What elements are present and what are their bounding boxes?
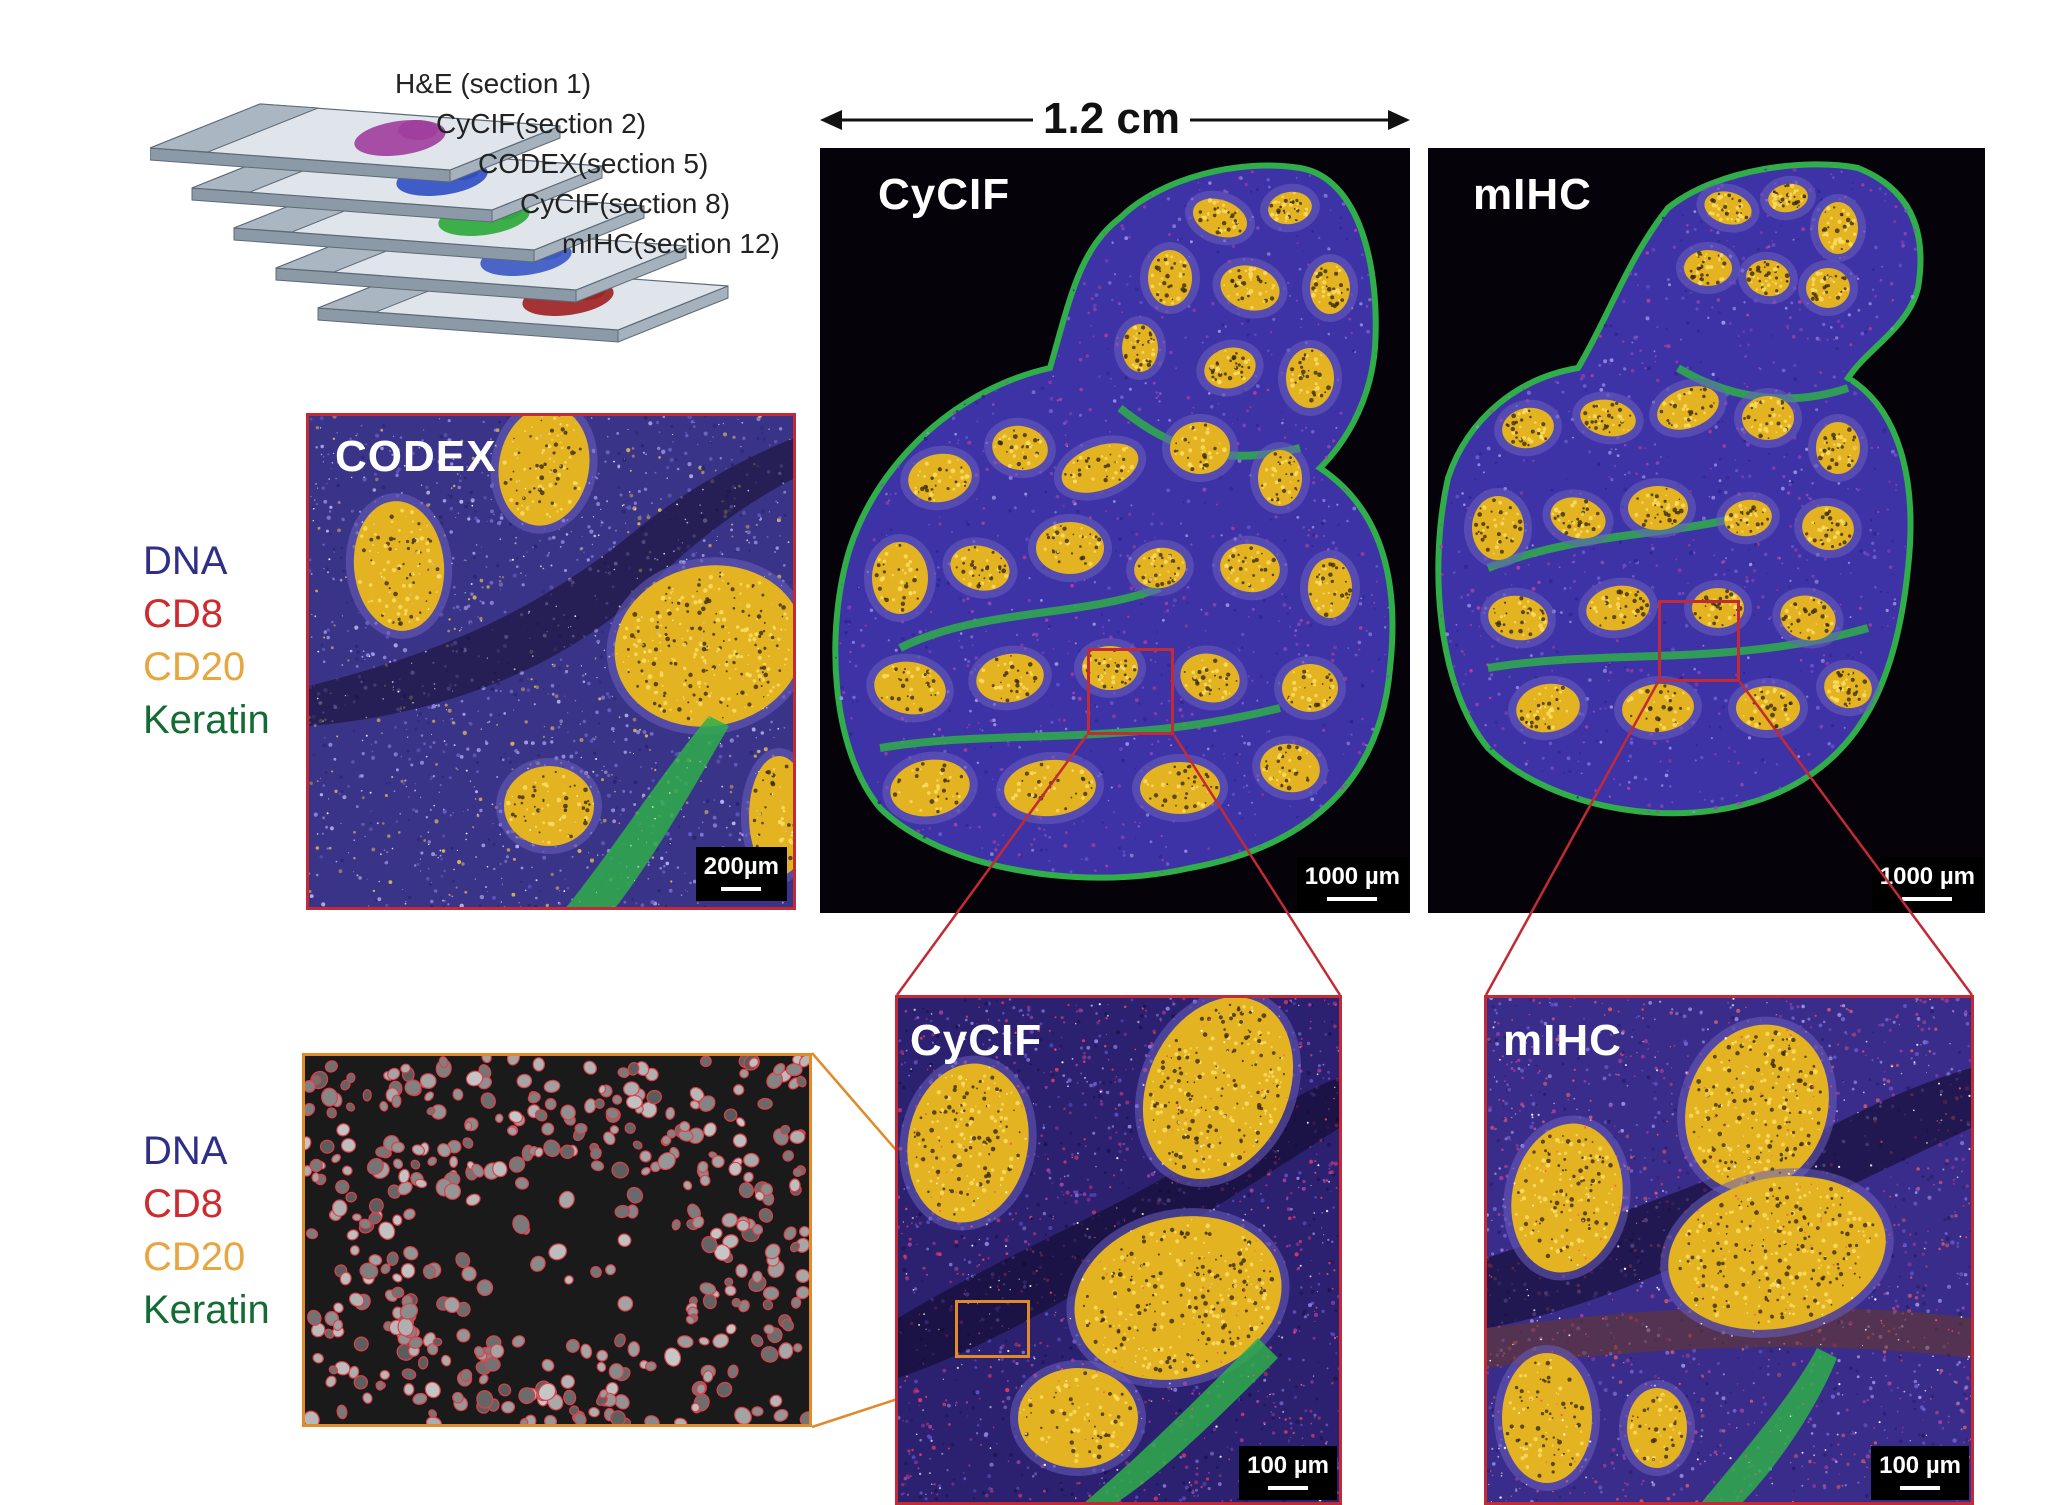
- segmentation-image: [305, 1056, 809, 1424]
- mihc-zoom-scale-bar: 100 µm: [1871, 1446, 1969, 1500]
- cycif-zoom-scale-label: 100 µm: [1247, 1452, 1329, 1480]
- mihc-zoom-panel: mIHC 100 µm: [1484, 995, 1974, 1505]
- segmentation-region: [955, 1300, 1030, 1358]
- cycif-zoom-scale-bar: 100 µm: [1239, 1446, 1337, 1500]
- cycif-zoom-title: CyCIF: [910, 1016, 1042, 1066]
- cycif-zoom-panel: CyCIF 100 µm: [895, 995, 1342, 1505]
- cycif-zoom-image: [898, 998, 1339, 1502]
- mihc-zoom-title: mIHC: [1503, 1016, 1622, 1066]
- mihc-zoom-image: [1487, 998, 1971, 1502]
- segmentation-panel: [302, 1053, 812, 1427]
- mihc-zoom-scale-label: 100 µm: [1879, 1452, 1961, 1480]
